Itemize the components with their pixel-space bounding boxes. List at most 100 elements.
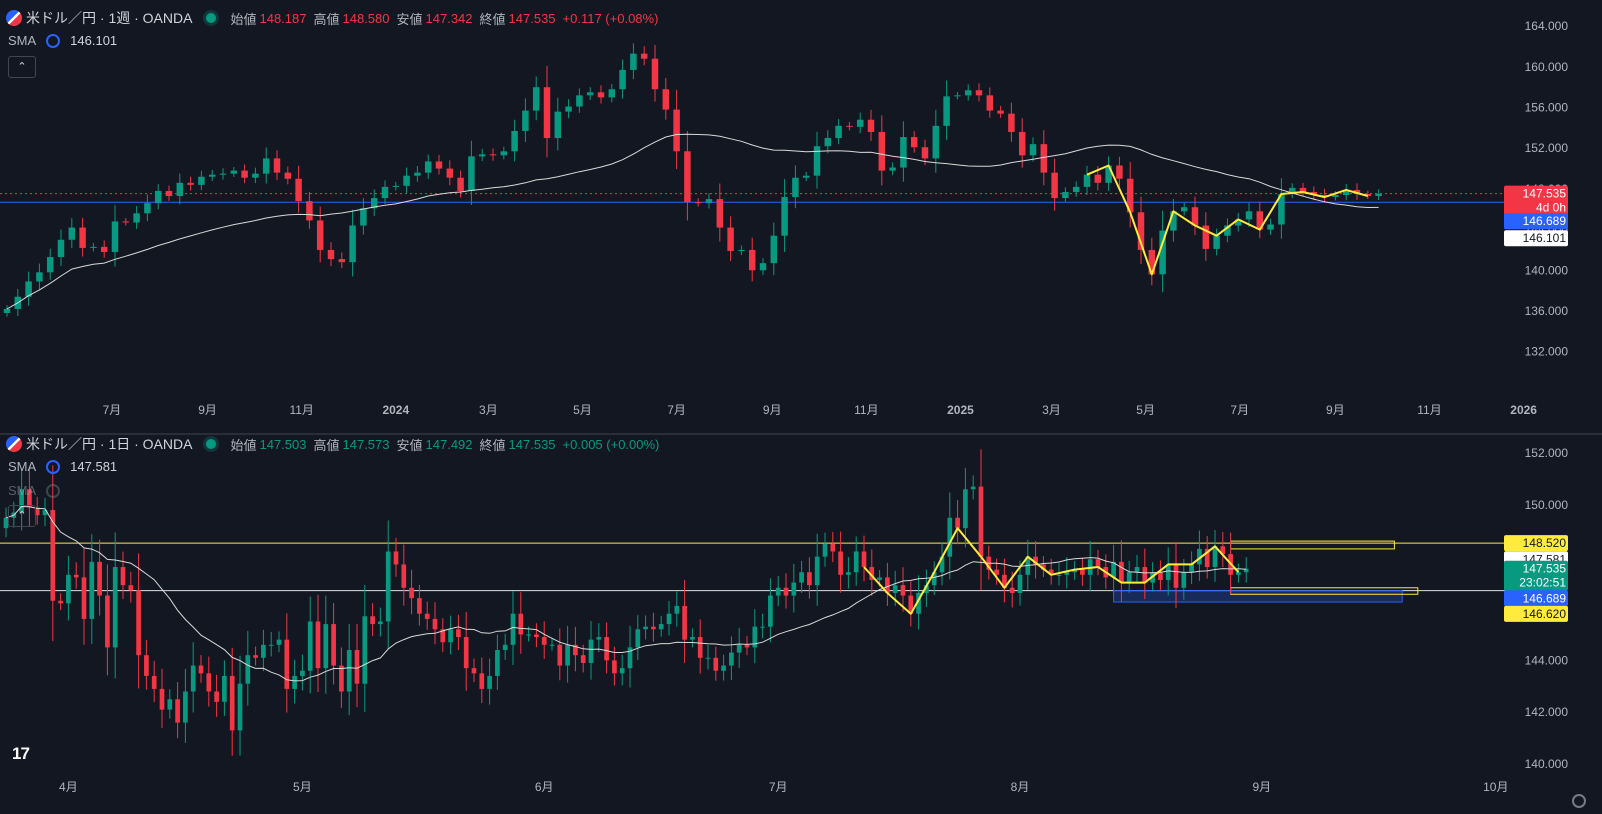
- price-tag-bg: [1504, 185, 1568, 216]
- collapse-legend-button[interactable]: ⌃: [8, 505, 36, 527]
- candle-body: [674, 605, 680, 614]
- candle-body: [1064, 572, 1070, 575]
- change-value: +0.117 (+0.08%): [562, 10, 659, 26]
- daily-chart[interactable]: 152.000150.000148.000146.000144.000142.0…: [0, 435, 1602, 814]
- candle-body: [273, 158, 281, 173]
- candle-body: [417, 598, 422, 614]
- candle-body: [892, 585, 898, 593]
- candle-body: [813, 146, 821, 176]
- candle-body: [1165, 564, 1171, 580]
- candle-body: [25, 281, 32, 297]
- candle-body: [502, 644, 508, 650]
- candle-body: [697, 637, 703, 658]
- candle-body: [775, 587, 781, 596]
- candle-body: [1095, 559, 1101, 568]
- candle-body: [534, 634, 539, 638]
- candle-body: [1202, 225, 1210, 249]
- price-axis-label: 152.000: [1525, 446, 1569, 460]
- candle-body: [768, 595, 773, 627]
- collapse-legend-button[interactable]: ⌃: [8, 56, 36, 78]
- price-tag-label: 148.520: [1523, 536, 1567, 550]
- candle-body: [128, 585, 134, 591]
- candle-body: [939, 556, 945, 573]
- time-axis-label: 6月: [535, 780, 554, 794]
- candle-body: [522, 110, 529, 131]
- candle-body: [760, 626, 765, 628]
- weekly-symbol-title[interactable]: 米ドル／円 · 1週 · OANDA: [26, 10, 193, 26]
- candle-body: [1083, 174, 1091, 187]
- candle-body: [830, 543, 836, 552]
- candle-body: [208, 174, 216, 177]
- settings-gear-icon[interactable]: [1572, 794, 1586, 808]
- candle-body: [120, 567, 126, 586]
- sma-line: [5, 505, 1247, 682]
- candle-body: [276, 639, 282, 645]
- candle-body: [1002, 574, 1007, 588]
- trend-drawing: [863, 527, 1240, 615]
- tradingview-logo[interactable]: 17: [12, 744, 30, 763]
- weekly-chart[interactable]: 164.000160.000156.000152.000148.000144.0…: [0, 0, 1602, 433]
- candle-body: [759, 263, 767, 271]
- candle-body: [978, 486, 984, 557]
- time-axis-label: 2026: [1510, 403, 1537, 417]
- price-axis-label: 156.000: [1525, 101, 1569, 115]
- candle-body: [910, 137, 918, 148]
- pane-divider[interactable]: [0, 433, 1602, 435]
- candle-body: [721, 665, 726, 671]
- candle-body: [1299, 187, 1307, 192]
- open-label: 始値: [230, 437, 257, 453]
- daily-sma2-legend-hidden[interactable]: SMA: [8, 483, 70, 498]
- price-axis-label: 136.000: [1525, 304, 1569, 318]
- candle-body: [900, 137, 907, 168]
- candle-body: [1234, 219, 1242, 226]
- candle-body: [190, 665, 196, 692]
- candle-body: [1173, 564, 1179, 588]
- candle-body: [867, 119, 875, 132]
- candle-body: [295, 178, 302, 202]
- open-value: 148.187: [259, 10, 307, 26]
- weekly-sma-legend[interactable]: SMA 146.101: [8, 33, 117, 48]
- candle-body: [50, 510, 56, 601]
- candle-body: [814, 556, 820, 586]
- candle-body: [931, 572, 937, 586]
- candle-body: [151, 675, 157, 689]
- price-axis-label: 140.000: [1525, 263, 1569, 277]
- candle-body: [643, 626, 648, 630]
- candle-body: [1137, 212, 1145, 250]
- price-axis-label: 150.000: [1525, 498, 1569, 512]
- candle-body: [1191, 207, 1199, 226]
- daily-chart-pane[interactable]: 152.000150.000148.000146.000144.000142.0…: [0, 435, 1602, 814]
- price-axis-label: 152.000: [1525, 141, 1569, 155]
- candle-body: [79, 227, 86, 248]
- candle-body: [1080, 569, 1085, 575]
- candle-body: [954, 95, 961, 97]
- eye-hidden-icon[interactable]: [46, 483, 61, 498]
- usdjpy-flag-icon: [6, 10, 22, 26]
- daily-symbol-title[interactable]: 米ドル／円 · 1日 · OANDA: [26, 436, 193, 452]
- daily-sma-legend[interactable]: SMA 147.581: [8, 459, 117, 474]
- sma-loading-icon: [46, 459, 61, 474]
- candle-body: [414, 172, 421, 176]
- candle-body: [908, 595, 914, 614]
- candle-body: [1245, 211, 1253, 220]
- candle-body: [237, 683, 243, 731]
- rectangle-drawing: [1230, 540, 1395, 550]
- close-value: 147.535: [508, 436, 556, 452]
- candle-body: [392, 185, 400, 187]
- candle-body: [1018, 131, 1026, 156]
- candle-body: [370, 616, 375, 625]
- candle-body: [457, 177, 464, 191]
- candle-body: [900, 585, 906, 596]
- candle-body: [370, 198, 378, 209]
- candle-body: [738, 249, 745, 251]
- weekly-chart-pane[interactable]: 164.000160.000156.000152.000148.000144.0…: [0, 0, 1602, 433]
- candle-body: [604, 637, 609, 661]
- price-tag-label: 147.535: [1523, 562, 1567, 576]
- candle-body: [468, 156, 475, 191]
- candle-body: [651, 58, 659, 90]
- price-axis-label: 142.000: [1525, 705, 1569, 719]
- time-axis-label: 5月: [293, 780, 312, 794]
- low-value: 147.492: [425, 436, 473, 452]
- candle-body: [612, 660, 617, 674]
- candle-body: [66, 574, 71, 604]
